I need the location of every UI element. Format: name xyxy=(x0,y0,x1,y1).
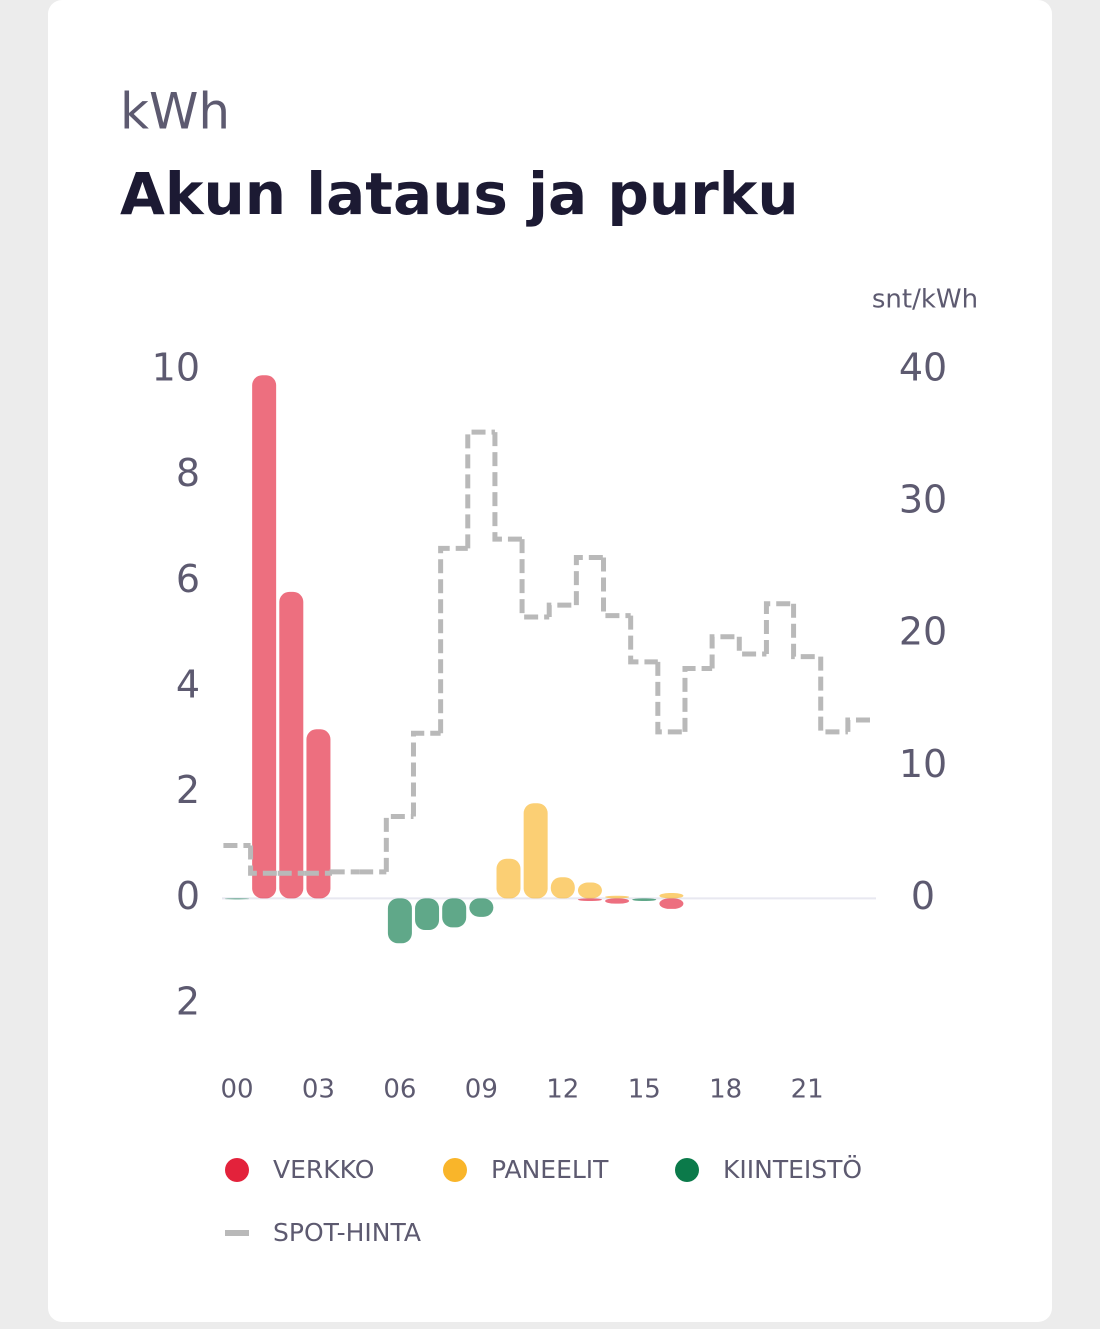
y-tick-label: 8 xyxy=(176,451,200,495)
y-tick-label: 2 xyxy=(176,768,200,812)
legend-marker xyxy=(225,1158,249,1182)
bar xyxy=(605,895,630,899)
y-tick-label: 2 xyxy=(176,980,200,1024)
bar xyxy=(550,877,575,899)
bar xyxy=(469,898,494,917)
bar xyxy=(605,898,630,904)
y-tick-label: 6 xyxy=(176,557,200,601)
x-tick-label: 09 xyxy=(465,1075,498,1105)
spot-price-step xyxy=(519,539,550,620)
spot-price-step xyxy=(329,869,360,875)
spot-price-step xyxy=(763,601,794,654)
bar xyxy=(523,803,548,899)
y2-tick-label: 10 xyxy=(899,742,947,786)
x-tick-label: 03 xyxy=(302,1075,335,1105)
y2-tick-label: 0 xyxy=(911,874,935,918)
legend-label: KIINTEISTÖ xyxy=(723,1155,862,1184)
legend-marker xyxy=(443,1158,467,1182)
spot-price-step xyxy=(410,730,441,817)
bar xyxy=(577,882,602,899)
spot-price-step xyxy=(818,656,848,735)
y-tick-label: 0 xyxy=(176,874,200,918)
y-tick-label: 10 xyxy=(152,346,200,390)
spot-price-step xyxy=(845,717,876,732)
y2-tick-label: 30 xyxy=(899,478,947,522)
spot-price-step xyxy=(682,666,713,732)
x-tick-label: 15 xyxy=(628,1075,661,1105)
y-tick-label: 4 xyxy=(176,663,200,707)
bar xyxy=(577,898,602,901)
bar xyxy=(442,898,467,928)
x-tick-label: 00 xyxy=(220,1075,253,1105)
y2-tick-label: 20 xyxy=(899,610,947,654)
bar xyxy=(659,893,684,899)
legend-label: VERKKO xyxy=(273,1155,374,1184)
y2-tick-label: 40 xyxy=(899,346,947,390)
bar xyxy=(225,898,249,900)
spot-price-step xyxy=(655,661,685,735)
chart-title: Akun lataus ja purku xyxy=(120,160,799,228)
spot-price-step xyxy=(248,845,278,876)
bar xyxy=(252,375,277,899)
bar xyxy=(632,898,657,901)
bar xyxy=(279,591,304,899)
spot-price-step xyxy=(736,636,767,657)
x-tick-label: 21 xyxy=(791,1075,824,1105)
bar xyxy=(306,729,331,899)
spot-price-step xyxy=(383,813,414,872)
legend-label: SPOT-HINTA xyxy=(273,1218,421,1247)
card xyxy=(48,0,1052,1322)
bar xyxy=(659,898,684,909)
bar xyxy=(387,898,412,944)
unit-label: kWh xyxy=(120,83,230,141)
x-tick-label: 12 xyxy=(546,1075,579,1105)
spot-price-step xyxy=(546,602,577,617)
bar xyxy=(496,858,521,899)
spot-price-step xyxy=(628,615,658,665)
spot-price-step xyxy=(709,634,740,669)
spot-price-step xyxy=(791,603,821,660)
legend-label: PANEELIT xyxy=(491,1155,609,1184)
legend-marker xyxy=(675,1158,699,1182)
y2-axis-label: snt/kWh xyxy=(872,285,978,315)
bar xyxy=(415,898,440,931)
x-tick-label: 06 xyxy=(383,1075,416,1105)
spot-price-step xyxy=(492,432,523,542)
x-tick-label: 18 xyxy=(709,1075,742,1105)
spot-price-step xyxy=(573,555,604,606)
spot-price-step xyxy=(438,545,468,734)
